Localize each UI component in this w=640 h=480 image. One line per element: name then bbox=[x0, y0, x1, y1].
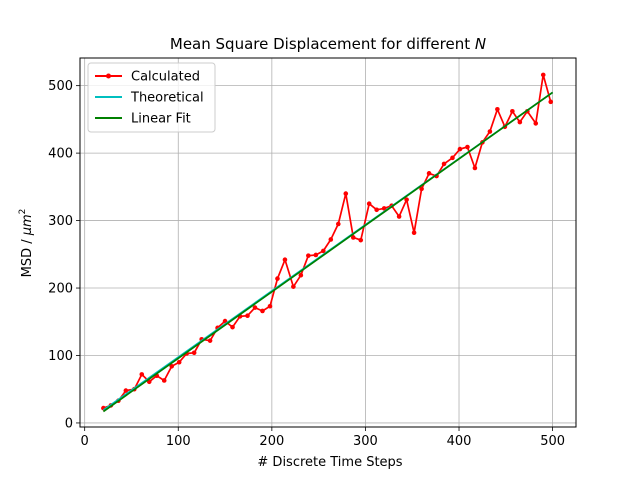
axes-frame bbox=[79, 57, 577, 428]
data-point-calculated bbox=[540, 72, 546, 78]
legend-marker-calculated bbox=[106, 73, 111, 79]
data-point-calculated bbox=[245, 313, 250, 318]
x-tick-label: 0 bbox=[81, 434, 89, 449]
data-point-calculated bbox=[335, 221, 341, 227]
y-tick-label: 100 bbox=[48, 349, 73, 364]
data-point-calculated bbox=[267, 303, 273, 309]
data-point-calculated bbox=[487, 129, 493, 134]
data-point-calculated bbox=[465, 144, 470, 150]
data-point-calculated bbox=[404, 197, 409, 202]
legend: Calculated Theoretical Linear Fit bbox=[87, 62, 216, 133]
data-point-calculated bbox=[123, 388, 129, 393]
y-tick-label: 0 bbox=[65, 416, 73, 431]
legend-label-linear-fit: Linear Fit bbox=[131, 112, 191, 127]
data-point-calculated bbox=[260, 308, 265, 314]
data-point-calculated bbox=[282, 257, 288, 263]
y-tick-label: 400 bbox=[48, 147, 73, 162]
data-point-calculated bbox=[548, 99, 554, 105]
legend-box bbox=[87, 62, 216, 133]
x-tick-label: 100 bbox=[166, 434, 191, 449]
plot-lines bbox=[101, 72, 554, 413]
data-point-calculated bbox=[510, 108, 515, 114]
data-point-calculated bbox=[275, 276, 280, 281]
data-point-calculated bbox=[472, 165, 478, 171]
data-point-calculated bbox=[350, 235, 356, 240]
y-tick-label: 200 bbox=[48, 282, 73, 297]
data-point-calculated bbox=[374, 207, 379, 213]
x-tick-label: 300 bbox=[353, 434, 378, 449]
x-tick-label: 400 bbox=[447, 434, 472, 449]
data-point-calculated bbox=[396, 214, 402, 219]
y-tick-label: 500 bbox=[48, 79, 73, 94]
x-tick-label: 200 bbox=[259, 434, 284, 449]
data-point-calculated bbox=[381, 206, 387, 211]
data-point-calculated bbox=[517, 119, 523, 125]
data-point-calculated bbox=[191, 350, 197, 356]
series-line-linear-fit bbox=[102, 91, 554, 413]
legend-label-theoretical: Theoretical bbox=[130, 91, 204, 106]
y-axis-title: MSD / μm2 bbox=[18, 209, 35, 278]
data-point-calculated bbox=[495, 106, 500, 112]
data-point-calculated bbox=[176, 359, 182, 365]
data-point-calculated bbox=[366, 201, 372, 207]
data-point-calculated bbox=[533, 121, 539, 126]
chart-title: Mean Square Displacement for different N bbox=[170, 35, 486, 53]
data-point-calculated bbox=[328, 237, 334, 242]
legend-label-calculated: Calculated bbox=[131, 70, 200, 85]
data-point-calculated bbox=[161, 378, 167, 383]
data-point-calculated bbox=[252, 305, 258, 310]
data-point-calculated bbox=[343, 191, 349, 196]
y-tick-label: 300 bbox=[48, 214, 73, 229]
data-point-calculated bbox=[321, 248, 326, 254]
data-point-calculated bbox=[426, 171, 432, 176]
data-point-calculated bbox=[298, 272, 304, 278]
data-point-calculated bbox=[457, 146, 463, 152]
data-point-calculated bbox=[230, 324, 235, 330]
x-axis-title: # Discrete Time Steps bbox=[257, 455, 402, 470]
data-point-calculated bbox=[450, 155, 455, 161]
ticks: 0 100 200 300 400 500 0 100 200 300 400 500 bbox=[48, 79, 565, 449]
data-point-calculated bbox=[441, 161, 447, 167]
x-tick-label: 500 bbox=[540, 434, 565, 449]
data-point-calculated bbox=[291, 284, 296, 289]
data-point-calculated bbox=[358, 237, 364, 243]
data-point-calculated bbox=[411, 230, 417, 236]
data-point-calculated bbox=[313, 252, 319, 258]
data-point-calculated bbox=[207, 338, 213, 343]
data-point-calculated bbox=[306, 253, 311, 258]
grid bbox=[80, 58, 576, 427]
data-point-calculated bbox=[419, 186, 424, 192]
data-point-calculated bbox=[139, 372, 145, 377]
data-point-calculated bbox=[169, 363, 175, 369]
